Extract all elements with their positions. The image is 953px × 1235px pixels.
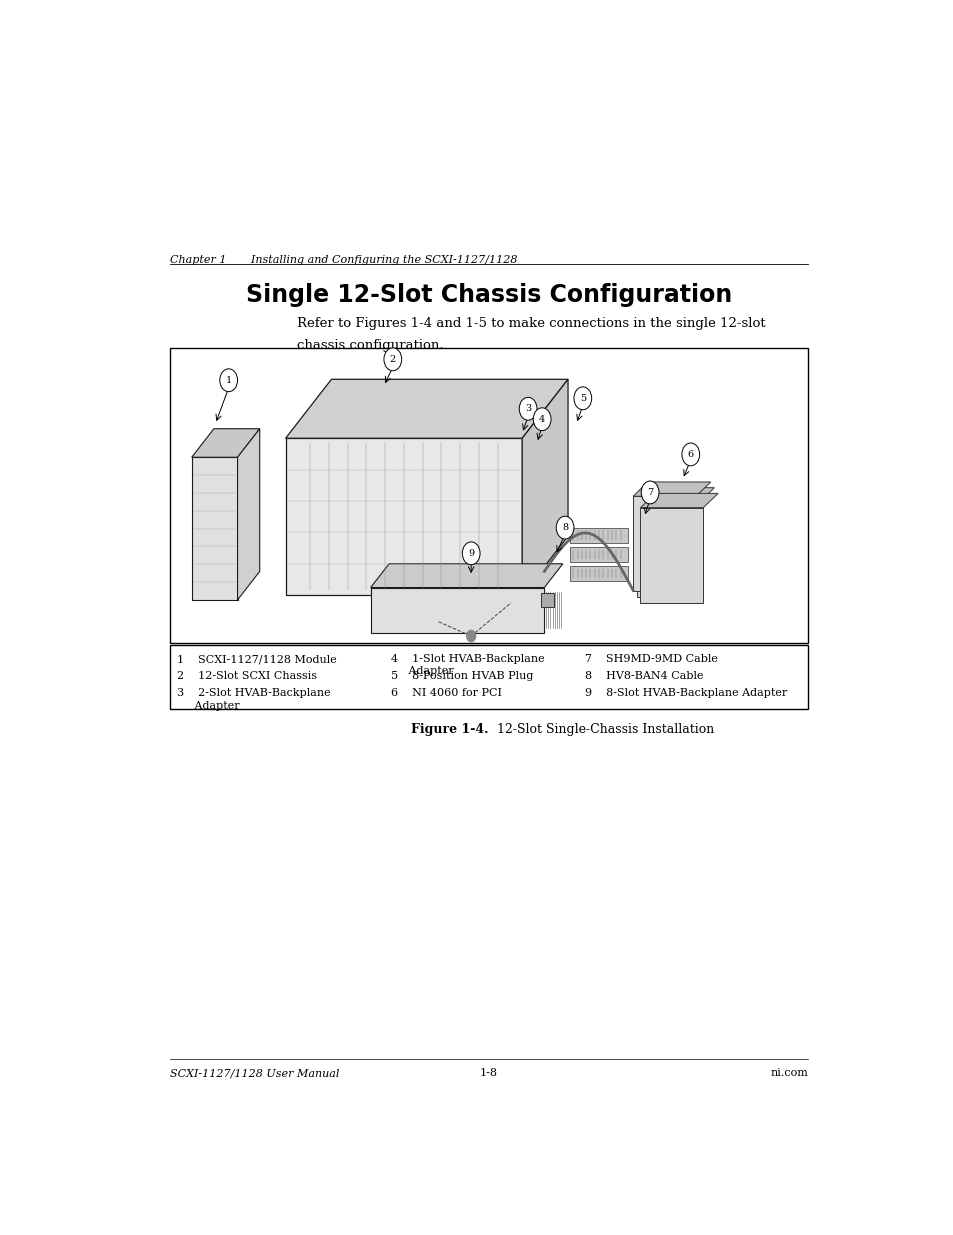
Text: SCXI-1127/1128 User Manual: SCXI-1127/1128 User Manual <box>170 1068 338 1078</box>
Bar <box>570 527 627 543</box>
Text: 4    1-Slot HVAB-Backplane: 4 1-Slot HVAB-Backplane <box>391 655 544 664</box>
Polygon shape <box>521 379 567 595</box>
Bar <box>170 645 807 709</box>
Text: 3    2-Slot HVAB-Backplane: 3 2-Slot HVAB-Backplane <box>176 688 330 698</box>
Polygon shape <box>192 429 259 457</box>
Text: chassis configuration.: chassis configuration. <box>296 340 443 352</box>
Polygon shape <box>637 501 699 597</box>
Circle shape <box>383 348 401 370</box>
Text: 2: 2 <box>389 354 395 364</box>
Text: 12-Slot Single-Chassis Installation: 12-Slot Single-Chassis Installation <box>488 722 714 736</box>
Text: Refer to Figures 1-4 and 1-5 to make connections in the single 12-slot: Refer to Figures 1-4 and 1-5 to make con… <box>296 317 764 331</box>
Text: 7    SH9MD-9MD Cable: 7 SH9MD-9MD Cable <box>584 655 718 664</box>
Text: 9: 9 <box>468 548 474 558</box>
Circle shape <box>640 482 659 504</box>
Bar <box>570 566 627 580</box>
Text: 3: 3 <box>524 404 531 414</box>
Text: Adapter: Adapter <box>176 700 239 710</box>
Text: 8    HV8-BAN4 Cable: 8 HV8-BAN4 Cable <box>584 672 702 682</box>
Circle shape <box>556 516 574 538</box>
Polygon shape <box>370 588 544 634</box>
Polygon shape <box>285 438 521 595</box>
Text: 1: 1 <box>225 375 232 385</box>
Circle shape <box>462 542 479 564</box>
Circle shape <box>533 408 551 431</box>
Bar <box>170 348 807 642</box>
Text: 8: 8 <box>561 524 568 532</box>
Polygon shape <box>639 508 702 603</box>
Circle shape <box>518 398 537 420</box>
Text: Figure 1-4.: Figure 1-4. <box>411 722 488 736</box>
Text: 1    SCXI-1127/1128 Module: 1 SCXI-1127/1128 Module <box>176 655 336 664</box>
Polygon shape <box>639 494 718 508</box>
Polygon shape <box>633 482 710 496</box>
Circle shape <box>466 630 476 642</box>
Bar <box>570 547 627 562</box>
Circle shape <box>574 387 591 410</box>
Text: Chapter 1       Installing and Configuring the SCXI-1127/1128: Chapter 1 Installing and Configuring the… <box>170 256 517 266</box>
Polygon shape <box>370 563 562 588</box>
Polygon shape <box>285 379 567 438</box>
Text: 6: 6 <box>687 450 693 459</box>
Text: Adapter: Adapter <box>391 667 454 677</box>
Text: Single 12-Slot Chassis Configuration: Single 12-Slot Chassis Configuration <box>246 283 731 308</box>
Polygon shape <box>633 496 695 592</box>
Text: 9    8-Slot HVAB-Backplane Adapter: 9 8-Slot HVAB-Backplane Adapter <box>584 688 786 698</box>
Text: 2    12-Slot SCXI Chassis: 2 12-Slot SCXI Chassis <box>176 672 316 682</box>
Polygon shape <box>637 488 714 501</box>
Text: 6    NI 4060 for PCI: 6 NI 4060 for PCI <box>391 688 502 698</box>
Text: 4: 4 <box>538 415 545 424</box>
Text: 5    8-Position HVAB Plug: 5 8-Position HVAB Plug <box>391 672 533 682</box>
Polygon shape <box>237 429 259 600</box>
Circle shape <box>219 369 237 391</box>
Text: ni.com: ni.com <box>770 1068 807 1078</box>
Text: 7: 7 <box>646 488 653 496</box>
Text: 5: 5 <box>579 394 585 403</box>
Polygon shape <box>192 457 237 600</box>
Circle shape <box>681 443 699 466</box>
Bar <box>540 593 554 606</box>
Text: 1-8: 1-8 <box>479 1068 497 1078</box>
